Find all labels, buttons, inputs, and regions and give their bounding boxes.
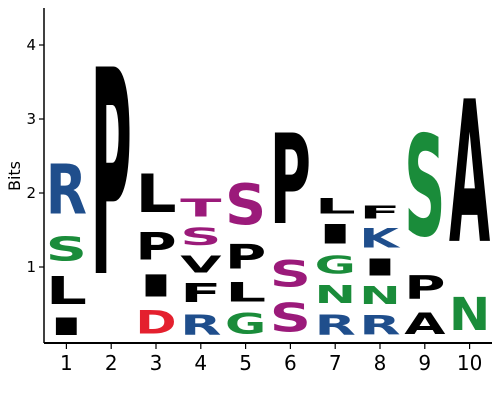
logo-letter: R — [359, 310, 400, 341]
logo-letter: R — [46, 150, 87, 230]
logo-letter: G — [225, 308, 266, 341]
logo-letter: L — [315, 194, 356, 219]
y-tick-label: 1 — [26, 258, 36, 276]
logo-letter: S — [180, 223, 221, 251]
x-tick-label: 4 — [194, 351, 207, 375]
x-tick-label: 10 — [457, 351, 482, 375]
x-tick-label: 2 — [105, 351, 118, 375]
logo-letter: L — [225, 277, 266, 308]
y-tick-label: 4 — [26, 36, 36, 54]
logo-letter: L — [135, 163, 176, 225]
logo-letter: N — [359, 282, 400, 311]
x-tick-label: 5 — [239, 351, 252, 375]
logo-letter: P — [404, 268, 445, 306]
logo-letter: G — [315, 251, 356, 280]
x-tick-label: 1 — [60, 351, 73, 375]
logo-letter: P — [270, 109, 311, 253]
y-axis-title: Bits — [5, 161, 24, 191]
logo-letter: S — [225, 172, 266, 237]
logo-letter: D — [135, 304, 176, 341]
logo-letter: K — [359, 222, 400, 253]
logo-letter: P — [225, 237, 266, 276]
logo-letter: F — [359, 202, 400, 222]
logo-letter: I — [46, 313, 87, 341]
logo-letter: A — [404, 307, 446, 341]
logo-letter: F — [180, 278, 221, 308]
logo-letter: V — [180, 251, 221, 278]
logo-letter: L — [46, 269, 87, 313]
logo-letter: S — [270, 295, 311, 341]
logo-letter: S — [404, 107, 445, 269]
logo-letter: N — [315, 280, 356, 309]
logo-letter: I — [135, 269, 176, 304]
logo-letter: I — [315, 219, 356, 250]
y-axis-ticks: 1 2 3 4 — [26, 36, 44, 276]
x-tick-label: 3 — [150, 351, 163, 375]
y-tick-label: 2 — [26, 184, 36, 202]
logo-letter: N — [449, 289, 490, 342]
logo-letter: P — [91, 11, 132, 341]
logo-letter: I — [359, 254, 400, 281]
logo-letter: A — [449, 59, 490, 287]
x-tick-label: 8 — [374, 351, 387, 375]
x-axis-ticks: 1 2 3 4 5 6 7 8 9 10 — [60, 343, 482, 375]
x-tick-label: 9 — [418, 351, 431, 375]
logo-letter: S — [46, 231, 87, 269]
logo-letter: R — [315, 310, 356, 341]
x-tick-label: 7 — [329, 351, 342, 375]
logo-letter: S — [270, 254, 311, 295]
x-tick-label: 6 — [284, 351, 297, 375]
logo-letter: R — [180, 309, 221, 342]
logo-letter: P — [135, 226, 176, 269]
logo-letter: T — [180, 194, 222, 223]
y-tick-label: 3 — [26, 110, 36, 128]
